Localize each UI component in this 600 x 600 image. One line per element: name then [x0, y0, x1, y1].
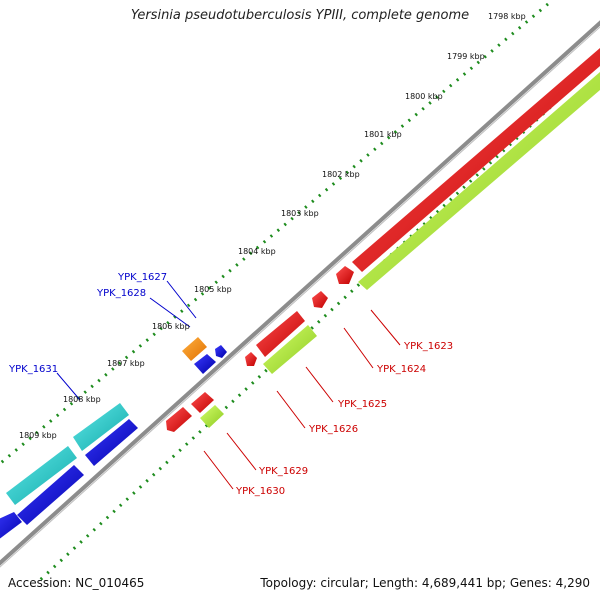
- ruler-label: 1803 kbp: [281, 209, 319, 218]
- cds-ypk-1624[interactable]: [336, 266, 354, 284]
- gene-labels: YPK_1623 YPK_1624 YPK_1625 YPK_1626 YPK_…: [8, 272, 453, 497]
- cds-ypk-1629[interactable]: [191, 392, 214, 413]
- cds-green-2[interactable]: [263, 325, 317, 374]
- cds-ypk-1623[interactable]: [352, 48, 600, 272]
- ruler-label: 1805 kbp: [194, 285, 232, 294]
- cds-ypk-1630[interactable]: [166, 407, 192, 432]
- cds-ypk-1631[interactable]: [85, 419, 138, 466]
- genome-summary-text: Topology: circular; Length: 4,689,441 bp…: [260, 576, 590, 590]
- blue-callout-lines: [56, 280, 197, 401]
- ruler-label: 1809 kbp: [19, 431, 57, 440]
- ruler-label: 1798 kbp: [488, 12, 526, 21]
- ruler-label: 1804 kbp: [238, 247, 276, 256]
- gene-label-ypk-1629[interactable]: YPK_1629: [258, 466, 308, 477]
- genome-title: Yersinia pseudotuberculosis YPIII, compl…: [130, 8, 470, 23]
- ruler-label: 1808 kbp: [63, 395, 101, 404]
- ruler-label: 1806 kbp: [152, 322, 190, 331]
- ruler-label: 1807 kbp: [107, 359, 145, 368]
- genome-backbone-shadow: [0, 26, 600, 568]
- cds-blue-2[interactable]: [17, 465, 84, 525]
- cds-ypk-1627[interactable]: [215, 345, 227, 358]
- inner-ruler-line: [38, 59, 600, 582]
- ruler-label: 1799 kbp: [447, 52, 485, 61]
- cds-orange[interactable]: [182, 337, 207, 361]
- accession-text: Accession: NC_010465: [8, 576, 145, 590]
- red-callout-lines: [203, 309, 401, 490]
- ruler-label: 1801 kbp: [364, 130, 402, 139]
- cds-blue-3[interactable]: [0, 512, 22, 546]
- ruler-label: 1802 kbp: [322, 170, 360, 179]
- cds-ypk-1626b[interactable]: [245, 352, 257, 366]
- cds-ypk-1626[interactable]: [256, 311, 305, 357]
- cds-green-3[interactable]: [200, 405, 224, 428]
- cds-cyan-1[interactable]: [73, 403, 129, 451]
- cds-cyan-2[interactable]: [6, 446, 77, 505]
- gene-label-ypk-1626[interactable]: YPK_1626: [308, 424, 358, 435]
- cds-green-1[interactable]: [358, 72, 600, 290]
- ruler-labels: 1798 kbp 1799 kbp 1800 kbp 1801 kbp 1802…: [19, 12, 526, 440]
- gene-label-ypk-1623[interactable]: YPK_1623: [403, 341, 453, 352]
- genome-backbone: [0, 20, 600, 566]
- gene-label-ypk-1631[interactable]: YPK_1631: [8, 364, 58, 375]
- cds-ypk-1628[interactable]: [194, 354, 216, 374]
- gene-label-ypk-1628[interactable]: YPK_1628: [96, 288, 146, 299]
- ruler-label: 1800 kbp: [405, 92, 443, 101]
- gene-label-ypk-1627[interactable]: YPK_1627: [117, 272, 167, 283]
- gene-label-ypk-1625[interactable]: YPK_1625: [337, 399, 387, 410]
- gene-label-ypk-1624[interactable]: YPK_1624: [376, 364, 426, 375]
- cds-ypk-1625[interactable]: [312, 291, 328, 308]
- gene-label-ypk-1630[interactable]: YPK_1630: [235, 486, 285, 497]
